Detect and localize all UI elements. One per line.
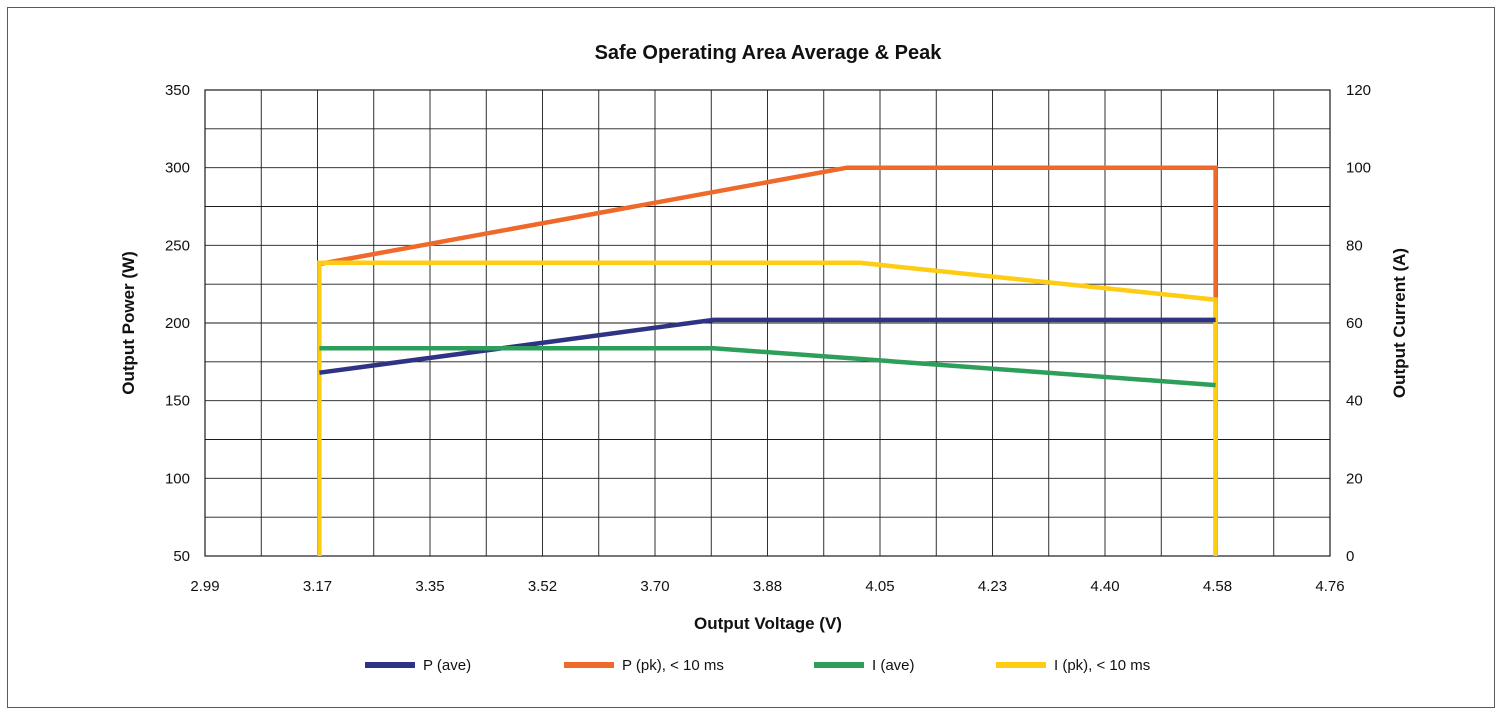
y-axis-label: Output Power (W) xyxy=(119,251,138,395)
series-line-1 xyxy=(319,317,1216,375)
legend-label: I (ave) xyxy=(872,657,915,674)
y-tick-label: 100 xyxy=(165,470,190,487)
x-tick-label: 4.23 xyxy=(978,578,1007,595)
y-tick-label: 150 xyxy=(165,393,190,410)
x-tick-label: 2.99 xyxy=(190,578,219,595)
x-tick-label: 4.76 xyxy=(1315,578,1344,595)
x-tick-label: 4.05 xyxy=(865,578,894,595)
y2-tick-label: 20 xyxy=(1346,470,1363,487)
x-axis-ticks: 2.99 3.17 3.35 3.52 3.70 3.88 4.05 4.23 4.40 4.58… xyxy=(190,578,1344,595)
grid xyxy=(205,90,1330,556)
x-tick-label: 3.17 xyxy=(303,578,332,595)
x-tick-label: 4.40 xyxy=(1090,578,1119,595)
y-tick-label: 50 xyxy=(173,548,190,565)
series-layer xyxy=(317,165,1218,556)
x-tick-label: 4.58 xyxy=(1203,578,1232,595)
y-tick-label: 350 xyxy=(165,82,190,99)
y2-tick-label: 100 xyxy=(1346,160,1371,177)
chart-title: Safe Operating Area Average & Peak xyxy=(595,42,943,64)
y-axis-ticks: 50 100 150 200 250 300 350 xyxy=(165,82,190,565)
y-tick-label: 250 xyxy=(165,237,190,254)
y2-axis-label: Output Current (A) xyxy=(1390,248,1409,398)
y-tick-label: 200 xyxy=(165,315,190,332)
x-axis-label: Output Voltage (V) xyxy=(694,614,842,633)
x-tick-label: 3.70 xyxy=(640,578,669,595)
legend-label: I (pk), < 10 ms xyxy=(1054,657,1150,674)
y-tick-label: 300 xyxy=(165,160,190,177)
x-tick-label: 3.35 xyxy=(415,578,444,595)
y2-tick-label: 120 xyxy=(1346,82,1371,99)
y2-axis-ticks: 0 20 40 60 80 100 120 xyxy=(1346,82,1371,565)
legend: P (ave) P (pk), < 10 ms I (ave) I (pk), < 1… xyxy=(365,657,1150,674)
x-tick-label: 3.52 xyxy=(528,578,557,595)
y2-tick-label: 80 xyxy=(1346,237,1363,254)
x-tick-label: 3.88 xyxy=(753,578,782,595)
series-line-4 xyxy=(317,260,1218,556)
y2-tick-label: 40 xyxy=(1346,393,1363,410)
y2-tick-label: 0 xyxy=(1346,548,1354,565)
y2-tick-label: 60 xyxy=(1346,315,1363,332)
plot-area xyxy=(204,89,1331,557)
legend-label: P (pk), < 10 ms xyxy=(622,657,724,674)
legend-label: P (ave) xyxy=(423,657,471,674)
series-line-3 xyxy=(319,345,1216,388)
chart-frame xyxy=(7,7,1495,708)
